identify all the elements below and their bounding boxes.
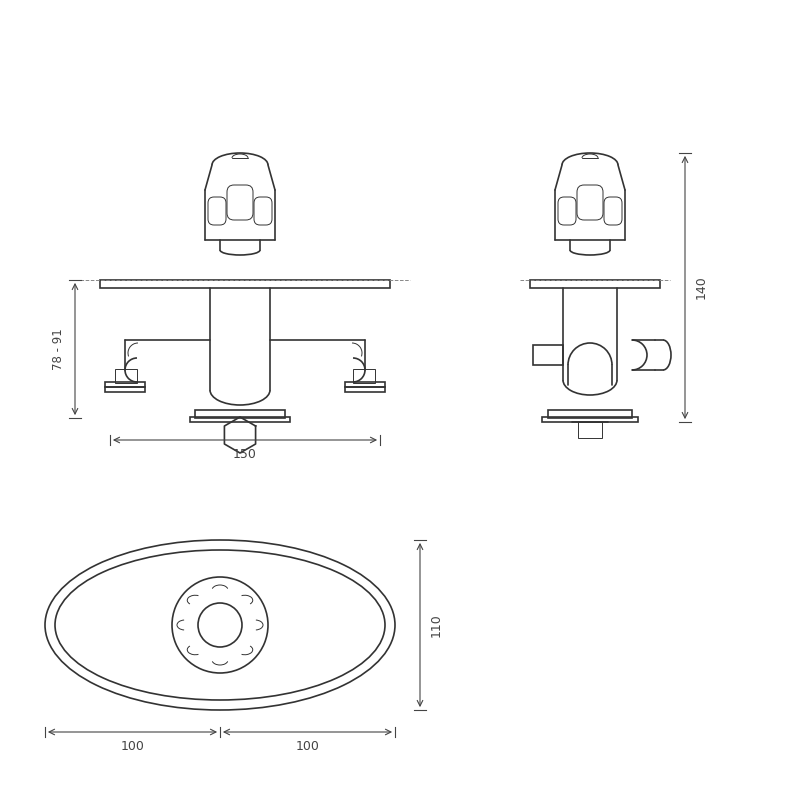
Text: 150: 150 bbox=[233, 448, 257, 461]
Bar bbox=[345, 387, 385, 392]
Text: 100: 100 bbox=[295, 740, 319, 753]
Bar bbox=[353, 369, 375, 383]
Bar bbox=[530, 280, 660, 288]
Text: 78 - 91: 78 - 91 bbox=[52, 328, 65, 370]
Bar bbox=[533, 345, 563, 365]
Bar bbox=[105, 387, 145, 392]
Bar bbox=[578, 422, 602, 438]
Text: 100: 100 bbox=[121, 740, 145, 753]
Text: 140: 140 bbox=[695, 276, 708, 299]
Bar bbox=[105, 382, 145, 387]
Bar bbox=[115, 369, 137, 383]
Bar bbox=[548, 410, 632, 418]
Bar bbox=[100, 280, 390, 288]
Bar bbox=[195, 410, 285, 418]
Bar bbox=[190, 417, 290, 422]
Text: 110: 110 bbox=[430, 613, 443, 637]
Bar bbox=[542, 417, 638, 422]
Bar bbox=[345, 382, 385, 387]
